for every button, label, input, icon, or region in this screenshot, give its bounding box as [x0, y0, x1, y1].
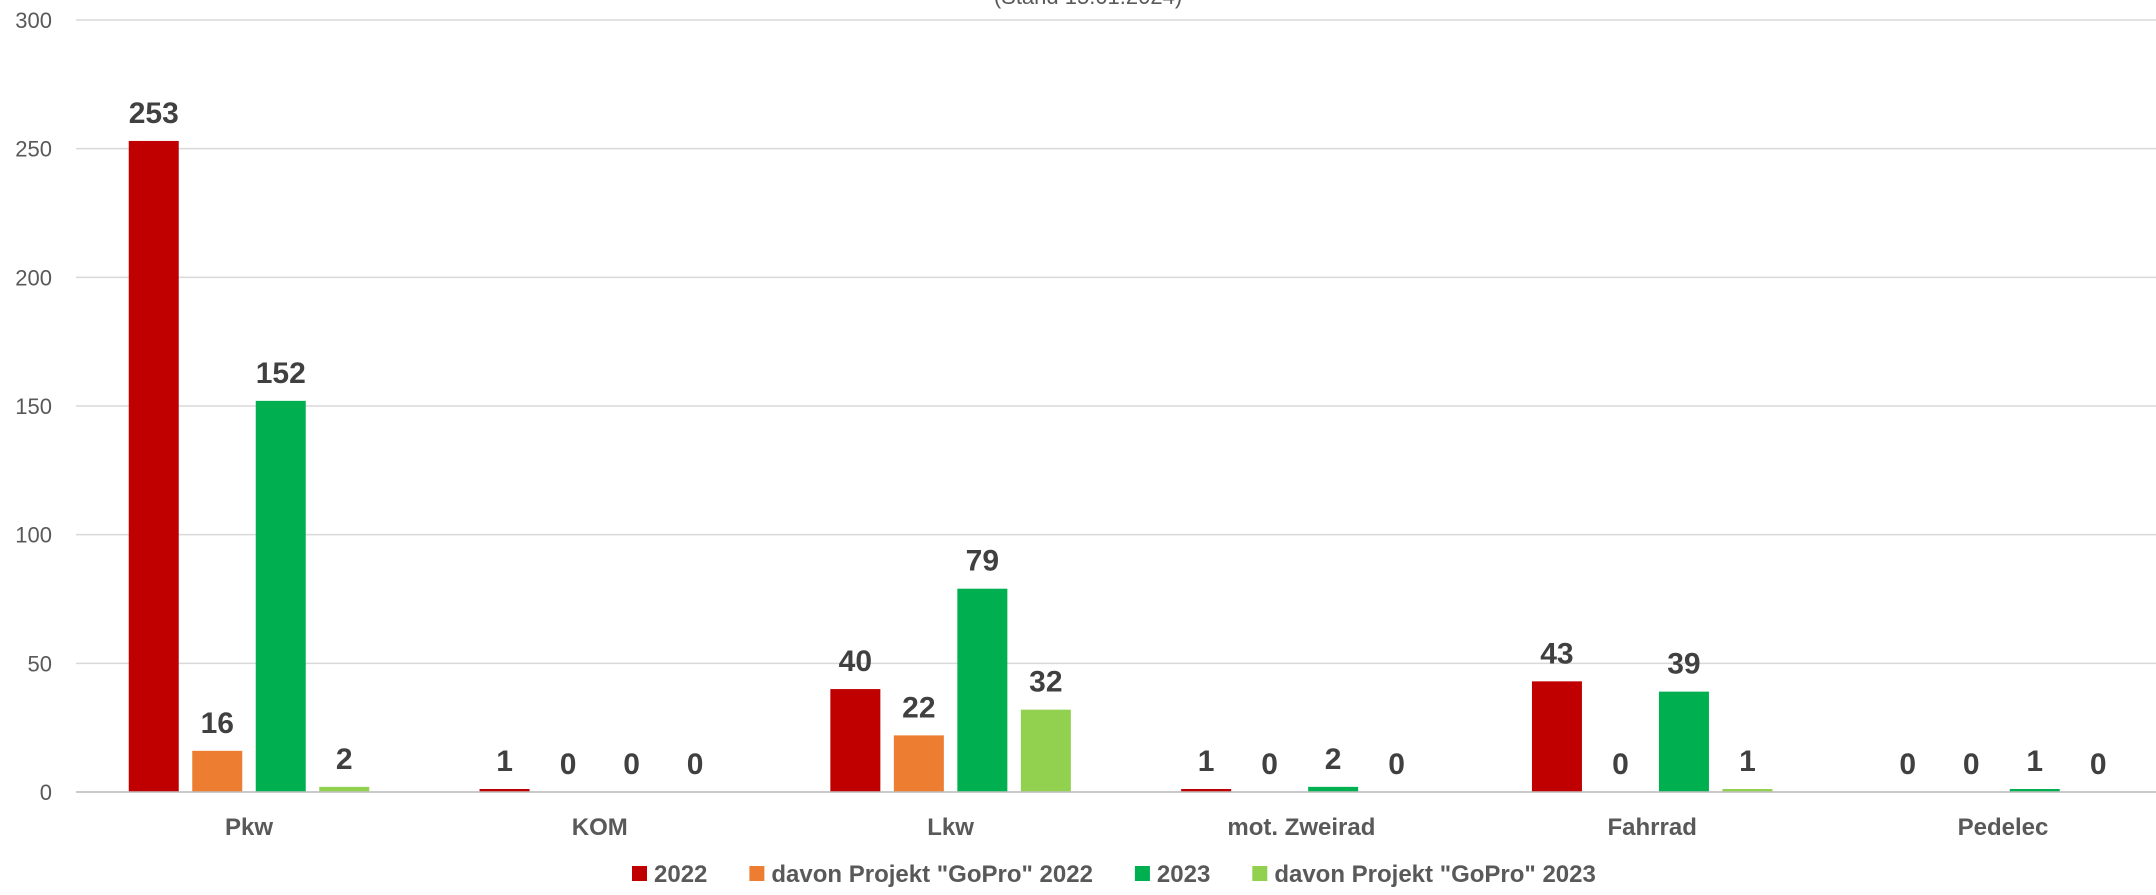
y-tick-label: 50	[28, 651, 52, 676]
x-axis: Pkw KOM Lkw mot. Zweirad Fahrrad Pedelec	[76, 791, 2156, 841]
data-label: 0	[1963, 748, 1980, 781]
x-tick-label: Pkw	[225, 814, 273, 841]
bar	[128, 140, 179, 793]
data-label: 2	[336, 743, 353, 776]
legend-item: 2022	[632, 861, 707, 888]
bars	[128, 140, 2060, 793]
legend-item: 2023	[1134, 861, 1210, 888]
bar	[957, 588, 1008, 792]
gridlines	[76, 19, 2156, 793]
y-tick-label: 300	[15, 8, 52, 33]
data-label: 1	[2026, 745, 2043, 778]
data-label: 79	[966, 545, 999, 578]
data-label: 0	[623, 748, 640, 781]
data-label: 43	[1540, 637, 1573, 670]
data-label: 0	[1261, 748, 1278, 781]
x-tick-label: Fahrrad	[1608, 814, 1697, 841]
bar	[1020, 709, 1071, 792]
y-tick-label: 0	[40, 780, 52, 805]
legend-swatch	[749, 866, 765, 881]
bar	[192, 750, 243, 792]
data-label: 0	[687, 748, 704, 781]
y-tick-label: 100	[15, 523, 52, 548]
legend-label: 2022	[654, 861, 707, 888]
legend-swatch	[632, 866, 647, 881]
bar	[1722, 789, 1773, 792]
bar	[319, 786, 370, 792]
data-label: 2	[1325, 743, 1342, 776]
bar	[1658, 691, 1709, 792]
data-label: 0	[1612, 748, 1629, 781]
chart-subtitle: (Stand 15.01.2024)	[994, 0, 1182, 9]
data-label: 0	[1388, 748, 1405, 781]
bar	[1531, 681, 1582, 792]
bar	[1308, 786, 1359, 792]
data-label: 253	[129, 97, 179, 130]
bar	[830, 689, 881, 792]
legend-swatch	[1252, 866, 1268, 881]
data-labels: 253 16 152 2 1 0 0 0 40 22 79 32 1 0 2 0 43 0 39 1 0 0 1 0	[129, 97, 2107, 781]
y-tick-label: 200	[15, 265, 52, 290]
x-tick-label: mot. Zweirad	[1227, 814, 1375, 841]
legend-item: davon Projekt "GoPro" 2022	[749, 861, 1093, 888]
x-tick-label: Pedelec	[1958, 814, 2049, 841]
data-label: 0	[1899, 748, 1916, 781]
data-label: 1	[1198, 745, 1215, 778]
y-tick-label: 150	[15, 394, 52, 419]
legend-item: davon Projekt "GoPro" 2023	[1252, 861, 1596, 888]
bar	[2009, 789, 2060, 792]
bar	[1181, 789, 1232, 792]
x-tick-label: KOM	[572, 814, 628, 841]
data-label: 32	[1029, 666, 1062, 699]
data-label: 39	[1667, 648, 1700, 681]
bar	[479, 789, 530, 792]
legend-label: 2023	[1157, 861, 1210, 888]
data-label: 0	[2090, 748, 2107, 781]
data-label: 1	[496, 745, 513, 778]
y-axis: 0 50 100 150 200 250 300	[15, 8, 52, 805]
legend-label: davon Projekt "GoPro" 2023	[1274, 861, 1596, 888]
bar	[255, 400, 306, 792]
x-tick-label: Lkw	[927, 814, 974, 841]
legend-swatch	[1134, 866, 1150, 881]
data-label: 0	[560, 748, 577, 781]
data-label: 152	[256, 357, 306, 390]
legend: 2022 davon Projekt "GoPro" 2022 2023 davon …	[632, 861, 1596, 888]
data-label: 16	[201, 707, 234, 740]
legend-label: davon Projekt "GoPro" 2022	[771, 861, 1093, 888]
bar	[893, 735, 944, 792]
data-label: 22	[902, 691, 935, 724]
data-label: 1	[1739, 745, 1756, 778]
data-label: 40	[839, 645, 872, 678]
y-tick-label: 250	[15, 137, 52, 162]
